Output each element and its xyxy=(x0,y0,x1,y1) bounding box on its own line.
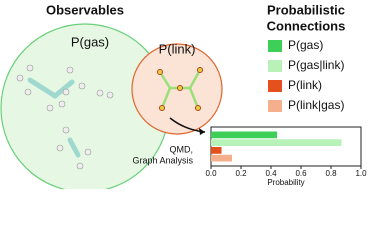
legend-label: P(link) xyxy=(288,78,322,92)
legend-swatch xyxy=(268,100,282,112)
x-tick-label: 0.8 xyxy=(325,169,337,178)
bar xyxy=(211,147,222,154)
x-axis-title: Probability xyxy=(267,178,304,187)
legend-swatch xyxy=(268,80,282,92)
observables-title: Observables xyxy=(46,2,124,17)
x-tick-label: 1.0 xyxy=(355,169,367,178)
arrow-label: Graph Analysis xyxy=(132,155,193,165)
arrow-head xyxy=(199,128,205,135)
x-tick-label: 0.4 xyxy=(265,169,277,178)
legend-label: P(gas|link) xyxy=(288,58,344,72)
arrow-label: QMD, xyxy=(170,144,194,154)
legend-swatch xyxy=(268,60,282,72)
legend-swatch xyxy=(268,40,282,52)
bar xyxy=(211,154,232,162)
x-tick-label: 0.6 xyxy=(295,169,307,178)
legend-label: P(gas) xyxy=(288,38,323,52)
gas-label: P(gas) xyxy=(71,34,109,49)
plot-frame xyxy=(210,126,362,167)
link-label: P(link) xyxy=(159,41,196,56)
x-tick-label: 0.0 xyxy=(205,169,217,178)
connections-title: Probabilistic xyxy=(267,2,345,17)
x-tick-label: 0.2 xyxy=(235,169,247,178)
bar xyxy=(211,131,277,139)
connections-title: Connections xyxy=(267,18,346,33)
figure: Observables P(gas) P(link) QMD, Graph An… xyxy=(0,2,367,189)
bar xyxy=(211,139,342,146)
legend-label: P(link|gas) xyxy=(288,98,344,112)
molecules xyxy=(16,64,203,170)
